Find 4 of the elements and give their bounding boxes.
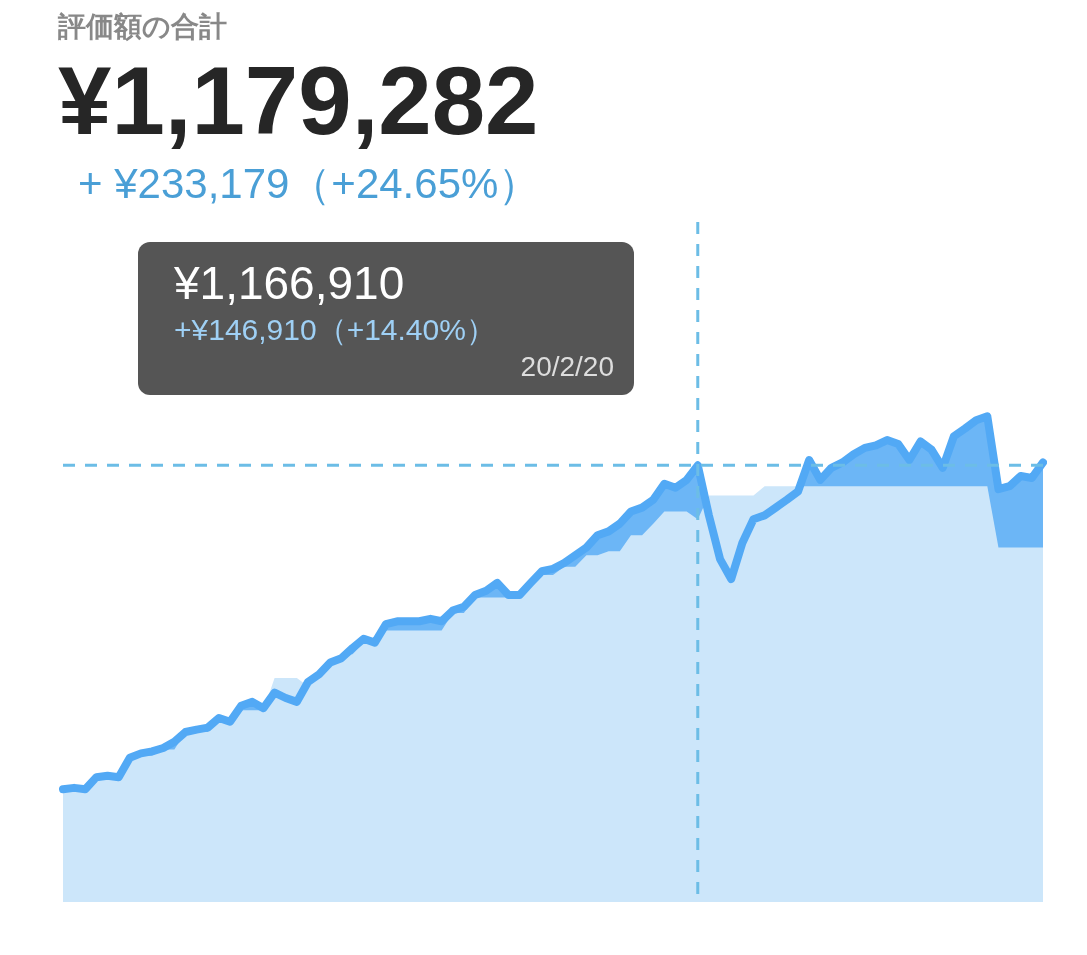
chart-subtitle: ¥1,179,282 <box>58 46 540 156</box>
tooltip-box: ¥1,166,910 +¥146,910（+14.40%） 20/2/20 <box>138 242 634 395</box>
text: + ¥233,179（+24.65%） <box>78 159 542 209</box>
chart-title: 評価額の合計 <box>58 10 228 44</box>
